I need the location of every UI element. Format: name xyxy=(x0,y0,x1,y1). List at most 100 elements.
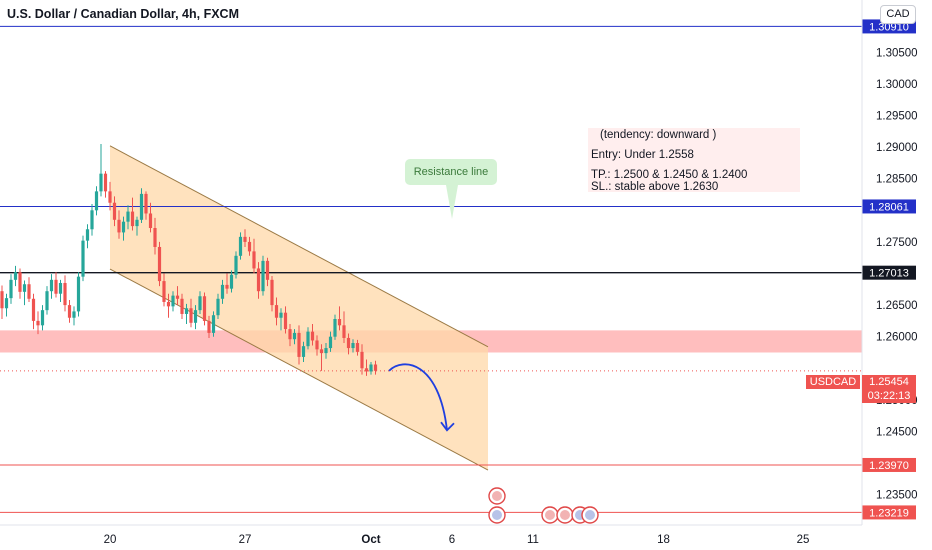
candle-body xyxy=(72,311,76,318)
candle-body xyxy=(175,295,180,299)
candle-body xyxy=(171,295,175,307)
candle-body xyxy=(121,221,126,233)
candle-body xyxy=(162,281,166,302)
price-level-tag xyxy=(862,457,916,472)
descending-channel xyxy=(109,145,489,471)
candle-body xyxy=(148,213,153,229)
candle-body xyxy=(198,296,202,311)
candle-body xyxy=(229,274,234,289)
candle-body xyxy=(274,305,279,318)
sl-text: SL.: stable above 1.2630 xyxy=(591,181,719,193)
channel-fill xyxy=(110,145,488,471)
channel-upper-line xyxy=(109,145,489,348)
candle-body xyxy=(270,279,274,306)
forecast-arrow-head xyxy=(440,421,455,432)
candle-body xyxy=(238,236,243,256)
chart-title: U.S. Dollar / Canadian Dollar, 4h, FXCM xyxy=(7,7,239,21)
y-tick-label: 1.29500 xyxy=(876,111,918,123)
candle-body xyxy=(315,340,319,350)
x-tick-label: 18 xyxy=(657,534,670,546)
trade-note: (tendency: downward ) Entry: Under 1.255… xyxy=(588,128,800,193)
candle-body xyxy=(265,260,270,280)
candle-body xyxy=(153,228,157,247)
candle-body xyxy=(247,241,252,252)
ticker-tag: USDCAD xyxy=(806,375,860,389)
event-icon-flag xyxy=(545,510,555,520)
candle-body xyxy=(225,284,229,289)
candle-body xyxy=(202,296,207,321)
y-tick-label: 1.28500 xyxy=(876,174,918,186)
candle-body xyxy=(207,320,211,333)
candle-body xyxy=(342,325,346,338)
event-icon-flag xyxy=(585,510,595,520)
candle-body xyxy=(193,310,198,323)
candle-body xyxy=(333,319,337,337)
candle-body xyxy=(117,219,121,233)
candle-body xyxy=(103,173,108,192)
countdown-tag: 03:22:13 xyxy=(862,389,916,403)
candle-body xyxy=(351,343,355,349)
candle-body xyxy=(279,312,283,318)
candlesticks xyxy=(0,143,378,376)
candle-body xyxy=(346,337,351,349)
currency-button[interactable]: CAD xyxy=(880,5,916,24)
candle-body xyxy=(364,368,369,372)
y-tick-label: 1.23500 xyxy=(876,490,918,502)
candle-body xyxy=(9,279,13,299)
us-event-icon[interactable] xyxy=(581,506,599,524)
ca-event-icon[interactable] xyxy=(488,487,506,505)
candle-body xyxy=(22,284,27,292)
candle-body xyxy=(166,301,171,307)
horizontal-levels: 1.30910 1.28061 1.27013 1.23970 1.23219 xyxy=(0,19,916,520)
candle-body xyxy=(4,298,9,309)
ca-event-icon[interactable] xyxy=(556,506,574,524)
candle-body xyxy=(180,298,184,314)
candle-body xyxy=(297,332,301,357)
y-tick-label: 1.24500 xyxy=(876,426,918,438)
candle-body xyxy=(144,193,148,214)
candle-body xyxy=(76,276,81,312)
candle-body xyxy=(184,308,189,314)
candle-body xyxy=(360,351,364,369)
tp-text: TP.: 1.2500 & 1.2450 & 1.2400 xyxy=(591,169,748,181)
price-level-tag xyxy=(862,265,916,280)
event-icon-flag xyxy=(492,510,502,520)
candle-body xyxy=(211,315,216,333)
candle-body xyxy=(220,284,225,299)
candle-body xyxy=(310,331,315,341)
candle-body xyxy=(126,211,130,222)
candle-body xyxy=(45,291,49,311)
forecast-arrow xyxy=(388,363,448,431)
candle-body xyxy=(283,312,288,330)
candle-body xyxy=(49,279,54,292)
candle-body xyxy=(337,319,342,326)
price-level-label: 1.23970 xyxy=(869,460,909,472)
tendency-text: (tendency: downward ) xyxy=(600,129,717,141)
candle-body xyxy=(90,210,94,230)
candle-body xyxy=(216,298,220,316)
y-tick-label: 1.30000 xyxy=(876,79,918,91)
candle-body xyxy=(369,364,373,372)
economic-events[interactable] xyxy=(488,487,599,524)
event-icon-flag xyxy=(492,491,502,501)
candle-body xyxy=(306,331,310,347)
x-tick-label: Oct xyxy=(361,534,380,546)
y-tick-label: 1.26000 xyxy=(876,332,918,344)
candle-body xyxy=(31,298,36,321)
candle-body xyxy=(99,173,103,192)
candle-body xyxy=(130,211,135,227)
candle-body xyxy=(94,191,99,211)
ca-event-icon[interactable] xyxy=(541,506,559,524)
us-event-icon[interactable] xyxy=(488,506,506,524)
entry-text: Entry: Under 1.2558 xyxy=(591,149,694,161)
candle-body xyxy=(108,191,112,203)
price-level-label: 1.23219 xyxy=(869,507,909,519)
axes: 1.30500 1.30000 1.29500 1.29000 1.28500 1.275… xyxy=(0,0,918,546)
price-level-tag xyxy=(862,199,916,214)
event-icon-flag xyxy=(560,510,570,520)
x-tick-label: 6 xyxy=(449,534,455,546)
candle-body xyxy=(54,279,58,294)
price-level-label: 1.27013 xyxy=(869,268,909,280)
candle-body xyxy=(373,364,378,371)
